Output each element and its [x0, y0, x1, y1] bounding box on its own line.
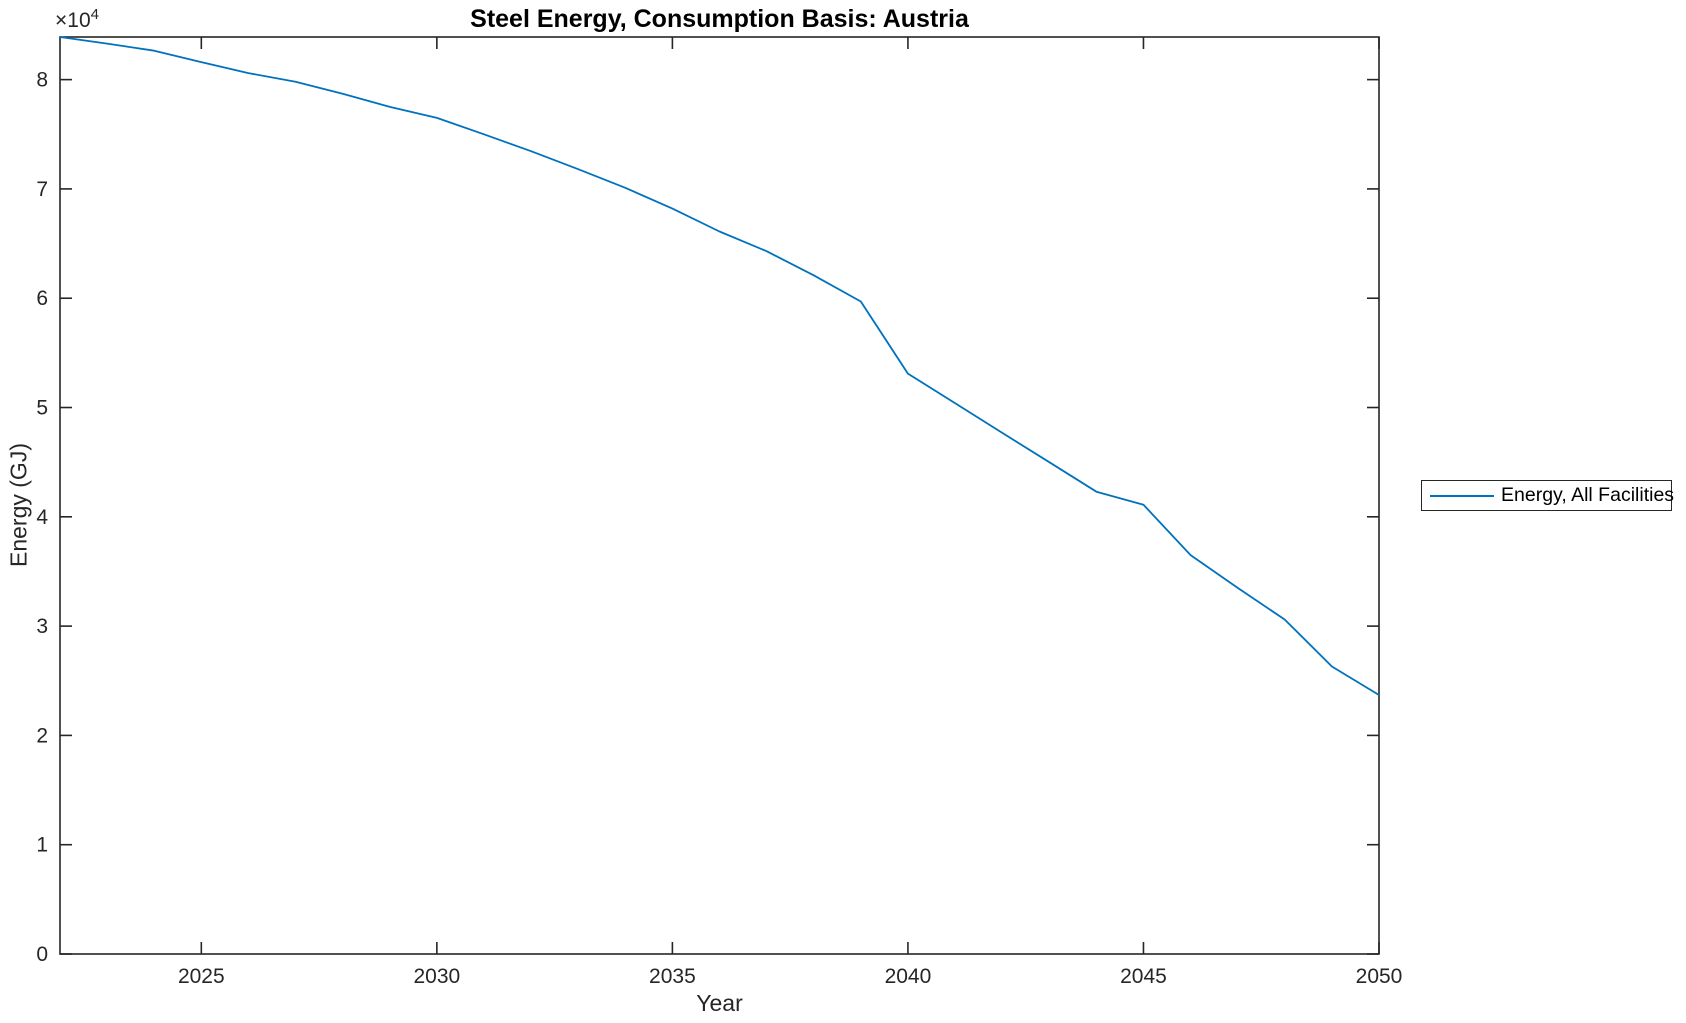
y-axis-exponent-label: ×104: [55, 6, 99, 33]
x-tick-label: 2040: [885, 965, 932, 988]
y-tick-label: 6: [36, 287, 48, 310]
y-tick-label: 4: [36, 506, 48, 529]
y-tick-label: 0: [36, 943, 48, 966]
legend-line-sample: [1430, 494, 1494, 497]
x-tick-label: 2045: [1120, 965, 1167, 988]
data-line-series: [59, 36, 1380, 696]
y-tick-label: 5: [36, 397, 48, 420]
y-tick-label: 3: [36, 615, 48, 638]
x-axis-label: Year: [696, 990, 743, 1016]
x-tick-label: 2050: [1356, 965, 1403, 988]
y-tick-label: 7: [36, 178, 48, 201]
y-axis-label: Energy (GJ): [5, 443, 32, 567]
legend-entry-label: Energy, All Facilities: [1501, 484, 1675, 506]
x-tick-label: 2035: [649, 965, 696, 988]
axes-box: [59, 36, 1380, 955]
y-tick-label: 1: [36, 834, 48, 857]
y-axis-exponent-power: 4: [90, 6, 99, 23]
y-axis-exponent-base: ×10: [55, 9, 91, 32]
y-tick-label: 2: [36, 724, 48, 747]
x-tick-label: 2025: [178, 965, 225, 988]
y-tick-label: 8: [36, 69, 48, 92]
x-tick-label: 2030: [413, 965, 460, 988]
chart-title: Steel Energy, Consumption Basis: Austria: [470, 5, 969, 33]
legend: Energy, All Facilities: [1421, 480, 1675, 511]
